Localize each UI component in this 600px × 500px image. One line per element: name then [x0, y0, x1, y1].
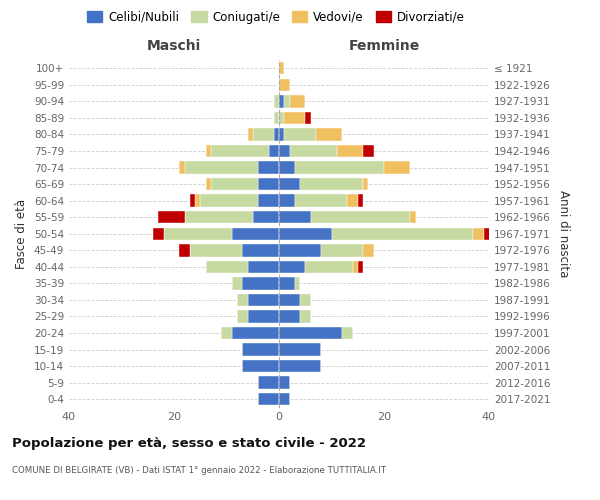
Bar: [363, 178, 368, 190]
Bar: [279, 260, 305, 273]
Bar: [232, 228, 279, 240]
Bar: [211, 145, 269, 157]
Bar: [337, 145, 363, 157]
Bar: [258, 178, 279, 190]
Bar: [211, 178, 258, 190]
Bar: [279, 360, 321, 372]
Bar: [274, 128, 279, 140]
Bar: [248, 128, 253, 140]
Bar: [185, 162, 258, 174]
Bar: [258, 194, 279, 207]
Bar: [205, 178, 211, 190]
Bar: [190, 244, 242, 256]
Bar: [279, 393, 290, 406]
Legend: Celibi/Nubili, Coniugati/e, Vedovi/e, Divorziati/e: Celibi/Nubili, Coniugati/e, Vedovi/e, Di…: [82, 6, 470, 28]
Bar: [484, 228, 499, 240]
Bar: [353, 260, 358, 273]
Bar: [279, 244, 321, 256]
Bar: [358, 260, 363, 273]
Bar: [190, 194, 195, 207]
Bar: [290, 145, 337, 157]
Bar: [363, 145, 373, 157]
Bar: [305, 260, 353, 273]
Bar: [295, 277, 300, 289]
Bar: [279, 294, 300, 306]
Bar: [153, 228, 163, 240]
Bar: [274, 95, 279, 108]
Bar: [279, 95, 284, 108]
Y-axis label: Fasce di età: Fasce di età: [16, 198, 28, 269]
Bar: [279, 112, 284, 124]
Bar: [284, 112, 305, 124]
Bar: [279, 145, 290, 157]
Bar: [248, 310, 279, 322]
Text: Maschi: Maschi: [147, 40, 201, 54]
Bar: [179, 244, 190, 256]
Bar: [253, 211, 279, 224]
Bar: [321, 244, 363, 256]
Bar: [347, 194, 358, 207]
Text: Popolazione per età, sesso e stato civile - 2022: Popolazione per età, sesso e stato civil…: [12, 438, 366, 450]
Bar: [279, 78, 290, 91]
Bar: [237, 294, 248, 306]
Bar: [300, 310, 311, 322]
Bar: [179, 162, 185, 174]
Bar: [279, 344, 321, 356]
Bar: [258, 376, 279, 389]
Bar: [279, 211, 311, 224]
Bar: [200, 194, 258, 207]
Bar: [279, 194, 295, 207]
Bar: [279, 327, 342, 339]
Text: COMUNE DI BELGIRATE (VB) - Dati ISTAT 1° gennaio 2022 - Elaborazione TUTTITALIA.: COMUNE DI BELGIRATE (VB) - Dati ISTAT 1°…: [12, 466, 386, 475]
Bar: [279, 277, 295, 289]
Bar: [163, 228, 232, 240]
Bar: [195, 194, 200, 207]
Bar: [295, 162, 384, 174]
Bar: [279, 62, 284, 74]
Bar: [316, 128, 342, 140]
Bar: [279, 228, 331, 240]
Y-axis label: Anni di nascita: Anni di nascita: [557, 190, 570, 278]
Bar: [473, 228, 484, 240]
Bar: [158, 211, 185, 224]
Bar: [237, 310, 248, 322]
Bar: [248, 260, 279, 273]
Bar: [242, 244, 279, 256]
Bar: [279, 376, 290, 389]
Bar: [300, 294, 311, 306]
Bar: [410, 211, 415, 224]
Bar: [290, 95, 305, 108]
Bar: [185, 211, 253, 224]
Bar: [242, 277, 279, 289]
Bar: [363, 244, 373, 256]
Bar: [284, 95, 290, 108]
Bar: [300, 178, 363, 190]
Bar: [279, 162, 295, 174]
Bar: [221, 327, 232, 339]
Bar: [274, 112, 279, 124]
Bar: [305, 112, 311, 124]
Bar: [232, 277, 242, 289]
Bar: [279, 178, 300, 190]
Bar: [242, 360, 279, 372]
Bar: [311, 211, 410, 224]
Bar: [384, 162, 410, 174]
Bar: [242, 344, 279, 356]
Bar: [284, 128, 316, 140]
Bar: [269, 145, 279, 157]
Bar: [331, 228, 473, 240]
Bar: [279, 310, 300, 322]
Bar: [279, 128, 284, 140]
Bar: [205, 145, 211, 157]
Bar: [342, 327, 353, 339]
Bar: [295, 194, 347, 207]
Text: Femmine: Femmine: [349, 40, 419, 54]
Bar: [258, 162, 279, 174]
Bar: [358, 194, 363, 207]
Bar: [258, 393, 279, 406]
Bar: [248, 294, 279, 306]
Bar: [253, 128, 274, 140]
Bar: [205, 260, 248, 273]
Bar: [232, 327, 279, 339]
